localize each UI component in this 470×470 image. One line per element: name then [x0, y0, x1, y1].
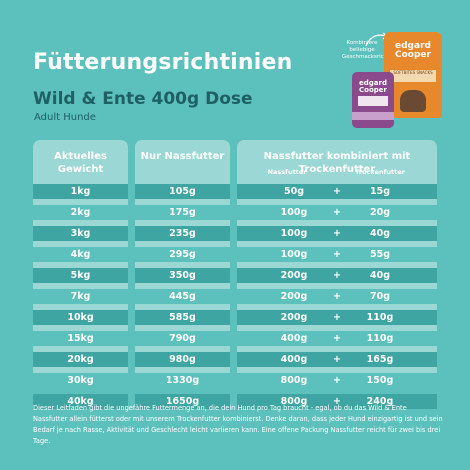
can-stripe: [352, 112, 394, 120]
table-row: 7kg 445g 200g +70g: [0, 285, 470, 306]
weight-cell: 3kg: [33, 226, 128, 241]
plus-sign: +: [333, 312, 341, 323]
plus-sign: +: [333, 270, 341, 281]
combined-cell: 800g +240g: [237, 394, 437, 409]
wet-only-cell: 585g: [135, 310, 230, 325]
wet-only-cell: 350g: [135, 268, 230, 283]
weight-cell: 20kg: [33, 352, 128, 367]
product-name: Wild & Ente 400g Dose: [33, 89, 253, 109]
wet-only-cell: 235g: [135, 226, 230, 241]
combined-dry-value: 240g: [366, 396, 394, 407]
product-packshot: Kombiniere beliebige Geschmacksrichtunge…: [340, 28, 450, 138]
combine-note: Kombiniere beliebige Geschmacksrichtunge…: [342, 40, 409, 60]
combined-wet-value: 200g: [280, 270, 308, 281]
table-row: 1kg 105g 50g +15g: [0, 180, 470, 201]
combined-cell: 200g +70g: [237, 289, 437, 304]
weight-cell: 5kg: [33, 268, 128, 283]
table-row: 30kg 1330g 800g +150g: [0, 369, 470, 390]
feeding-table-rows: 1kg 105g 50g +15g 2kg 175g 100g +20g 3kg 235g 100g…: [0, 180, 470, 411]
combined-dry-value: 15g: [369, 186, 391, 197]
subheader-wet: Nassfutter: [267, 168, 307, 176]
plus-sign: +: [333, 228, 341, 239]
wet-only-cell: 790g: [135, 331, 230, 346]
combined-wet-value: 100g: [280, 228, 308, 239]
plus-sign: +: [333, 375, 341, 386]
subheader-dry: Trockenfutter: [355, 168, 405, 176]
wet-only-cell: 1650g: [135, 394, 230, 409]
wet-food-can-image: edgard Cooper: [352, 72, 394, 128]
weight-cell: 1kg: [33, 184, 128, 199]
table-row: 4kg 295g 100g +55g: [0, 243, 470, 264]
combined-dry-value: 110g: [366, 312, 394, 323]
combined-cell: 400g +110g: [237, 331, 437, 346]
combined-dry-value: 40g: [369, 270, 391, 281]
combined-cell: 100g +40g: [237, 226, 437, 241]
table-row: 5kg 350g 200g +40g: [0, 264, 470, 285]
combined-dry-value: 55g: [369, 249, 391, 260]
combined-dry-value: 20g: [369, 207, 391, 218]
header-wet-only: Nur Nassfutter: [140, 151, 225, 162]
bag-label: SOFTBITES SNACKS: [390, 70, 436, 82]
plus-sign: +: [333, 354, 341, 365]
combined-cell: 50g +15g: [237, 184, 437, 199]
combined-cell: 100g +20g: [237, 205, 437, 220]
combined-cell: 100g +55g: [237, 247, 437, 262]
combined-wet-value: 100g: [280, 249, 308, 260]
header-combined: Nassfutter kombiniert mit Trockenfutter: [263, 151, 411, 175]
combined-dry-value: 70g: [369, 291, 391, 302]
combined-wet-value: 100g: [280, 207, 308, 218]
wet-only-cell: 295g: [135, 247, 230, 262]
audience-label: Adult Hunde: [34, 112, 96, 123]
combined-wet-value: 50g: [283, 186, 305, 197]
plus-sign: +: [333, 291, 341, 302]
can-brand: edgard Cooper: [359, 79, 387, 94]
combined-dry-value: 40g: [369, 228, 391, 239]
combined-cell: 800g +150g: [237, 373, 437, 388]
combined-cell: 200g +110g: [237, 310, 437, 325]
plus-sign: +: [333, 207, 341, 218]
table-row: 20kg 980g 400g +165g: [0, 348, 470, 369]
combined-cell: 200g +40g: [237, 268, 437, 283]
weight-cell: 15kg: [33, 331, 128, 346]
weight-cell: 7kg: [33, 289, 128, 304]
combined-wet-value: 800g: [280, 375, 308, 386]
bag-brand: edgard Cooper: [395, 41, 431, 60]
combined-dry-value: 110g: [366, 333, 394, 344]
wet-only-cell: 445g: [135, 289, 230, 304]
wet-only-cell: 980g: [135, 352, 230, 367]
table-row: 2kg 175g 100g +20g: [0, 201, 470, 222]
combined-wet-value: 200g: [280, 291, 308, 302]
weight-cell: 2kg: [33, 205, 128, 220]
table-row: 3kg 235g 100g +40g: [0, 222, 470, 243]
table-row: 40kg 1650g 800g +240g: [0, 390, 470, 411]
can-label: [358, 96, 388, 106]
combined-wet-value: 200g: [280, 312, 308, 323]
plus-sign: +: [333, 186, 341, 197]
wet-only-cell: 1330g: [135, 373, 230, 388]
combined-wet-value: 800g: [280, 396, 308, 407]
plus-sign: +: [333, 396, 341, 407]
weight-cell: 10kg: [33, 310, 128, 325]
combined-wet-value: 400g: [280, 333, 308, 344]
combined-dry-value: 165g: [366, 354, 394, 365]
plus-sign: +: [333, 249, 341, 260]
wet-only-cell: 105g: [135, 184, 230, 199]
plus-sign: +: [333, 333, 341, 344]
combined-cell: 400g +165g: [237, 352, 437, 367]
combined-wet-value: 400g: [280, 354, 308, 365]
dog-icon: [400, 90, 426, 112]
weight-cell: 30kg: [33, 373, 128, 388]
weight-cell: 4kg: [33, 247, 128, 262]
table-row: 15kg 790g 400g +110g: [0, 327, 470, 348]
header-weight: Aktuelles Gewicht: [54, 151, 107, 175]
wet-only-cell: 175g: [135, 205, 230, 220]
page-title: Fütterungsrichtinien: [33, 50, 293, 75]
footer-note: Dieser Leitfaden gibt die ungefähre Futt…: [33, 404, 443, 445]
combined-dry-value: 150g: [366, 375, 394, 386]
weight-cell: 40kg: [33, 394, 128, 409]
table-row: 10kg 585g 200g +110g: [0, 306, 470, 327]
